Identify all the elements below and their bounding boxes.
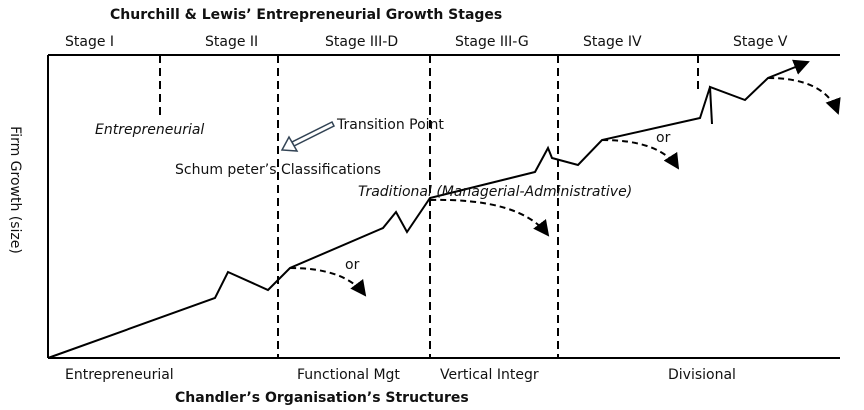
stage-label: Stage I — [65, 34, 114, 50]
annotation: or — [656, 130, 671, 146]
annotation: Entrepreneurial — [95, 122, 204, 138]
growth-line — [47, 59, 810, 359]
title: Churchill & Lewis’ Entrepreneurial Growt… — [110, 7, 502, 23]
structure-label: Vertical Integr — [440, 367, 539, 383]
stage-label: Stage V — [733, 34, 788, 50]
stage-label: Stage IV — [583, 34, 642, 50]
transition-arrow — [280, 120, 336, 152]
annotation: Schum peter’s Classifications — [175, 162, 381, 178]
stage-dividers — [159, 55, 699, 358]
structure-label: Divisional — [668, 367, 736, 383]
stage-label: Stage II — [205, 34, 258, 50]
annotation: Transition Point — [336, 117, 444, 133]
structure-label: Entrepreneurial — [65, 367, 174, 383]
annotation: or — [345, 257, 360, 273]
frame — [47, 54, 840, 359]
stage-label: Stage III-G — [455, 34, 529, 50]
annotation: Traditional (Managerial-Administrative) — [358, 184, 632, 200]
stage-label: Stage III-D — [325, 34, 398, 50]
footer-title: Chandler’s Organisation’s Structures — [175, 390, 469, 406]
decline-paths — [289, 77, 841, 297]
y-axis-label: Firm Growth (size) — [7, 126, 23, 254]
structure-label: Functional Mgt — [297, 367, 400, 383]
